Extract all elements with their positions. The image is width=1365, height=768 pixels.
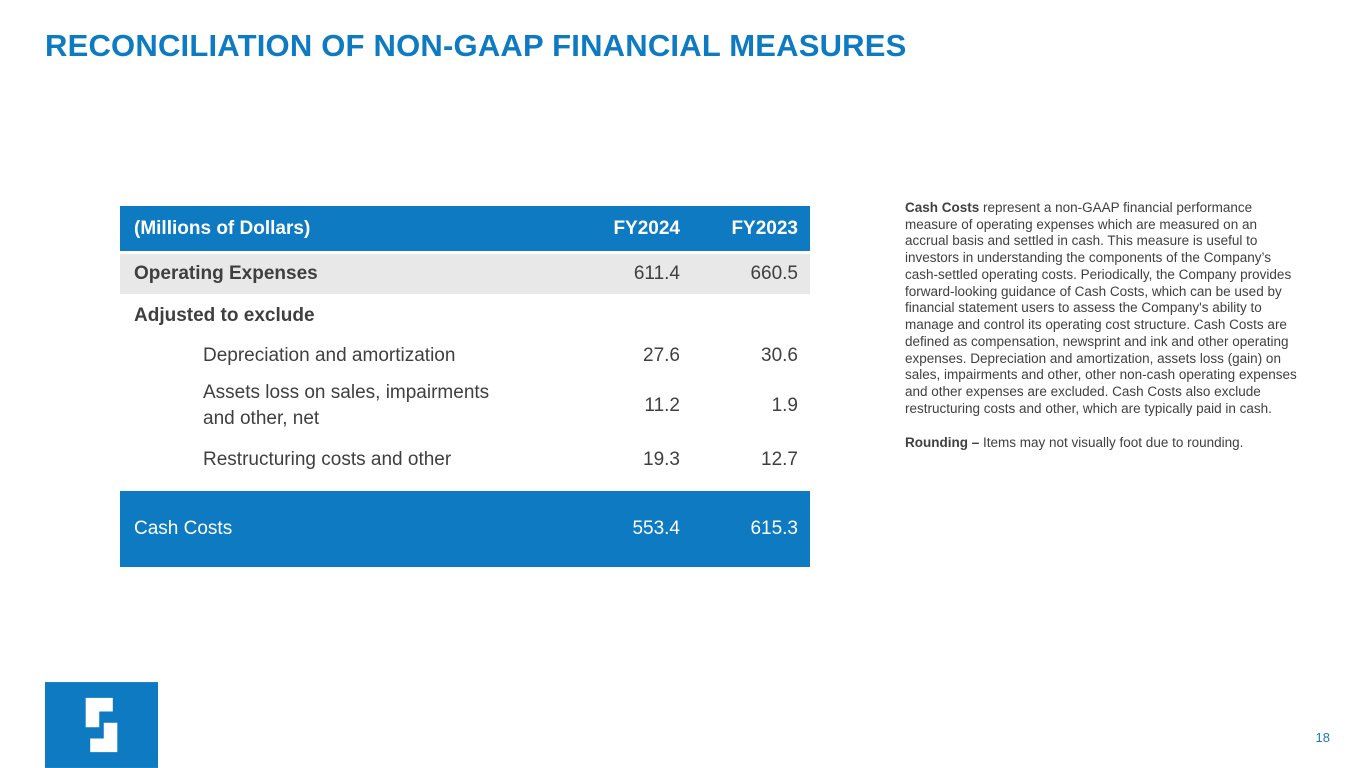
table-header-row: (Millions of Dollars) FY2024 FY2023 <box>120 206 810 251</box>
column-header-label: (Millions of Dollars) <box>134 217 311 239</box>
row-label: Adjusted to exclude <box>134 305 315 326</box>
rounding-note: Rounding – Items may not visually foot d… <box>905 435 1303 452</box>
cash-costs-term: Cash Costs <box>905 200 980 215</box>
row-value-fy2024: 27.6 <box>643 344 680 366</box>
row-value-fy2023: 12.7 <box>761 449 798 470</box>
row-value-fy2023: 30.6 <box>761 344 798 366</box>
row-label: Operating Expenses <box>134 263 318 284</box>
row-value-fy2024: 611.4 <box>633 263 680 284</box>
page-title: RECONCILIATION OF NON-GAAP FINANCIAL MEA… <box>45 28 907 63</box>
column-header-fy2024: FY2024 <box>613 217 680 239</box>
table-row-operating-expenses: Operating Expenses 611.4 660.5 <box>120 254 810 294</box>
page-number: 18 <box>1315 730 1330 745</box>
row-value-fy2024: 19.3 <box>643 449 680 470</box>
table-row-assets-loss: Assets loss on sales, impairments and ot… <box>120 375 810 437</box>
row-label: Depreciation and amortization <box>203 344 456 366</box>
explanatory-notes: Cash Costs represent a non-GAAP financia… <box>905 200 1303 451</box>
company-logo-icon <box>45 682 158 768</box>
table-row-depreciation: Depreciation and amortization 27.6 30.6 <box>120 336 810 375</box>
row-value-fy2023: 660.5 <box>750 263 798 284</box>
row-label: Assets loss on sales, impairments and ot… <box>203 382 490 429</box>
column-header-fy2023: FY2023 <box>731 217 798 239</box>
table-row-cash-costs: Cash Costs 553.4 615.3 <box>120 491 810 567</box>
row-value-fy2024: 11.2 <box>644 395 680 416</box>
company-logo <box>45 682 158 768</box>
row-label: Cash Costs <box>134 518 233 539</box>
row-value-fy2024: 553.4 <box>632 518 680 539</box>
row-value-fy2023: 1.9 <box>771 395 798 416</box>
table-row-restructuring: Restructuring costs and other 19.3 12.7 <box>120 437 810 483</box>
cash-costs-definition: Cash Costs represent a non-GAAP financia… <box>905 200 1303 418</box>
reconciliation-table: (Millions of Dollars) FY2024 FY2023 Oper… <box>120 206 810 567</box>
cash-costs-definition-text: represent a non-GAAP financial performan… <box>905 200 1297 416</box>
row-value-fy2023: 615.3 <box>750 518 798 539</box>
rounding-note-text: Items may not visually foot due to round… <box>979 434 1244 450</box>
row-label: Restructuring costs and other <box>203 449 452 471</box>
table-row-adjusted-to-exclude: Adjusted to exclude <box>120 296 810 336</box>
rounding-term: Rounding – <box>905 434 980 450</box>
